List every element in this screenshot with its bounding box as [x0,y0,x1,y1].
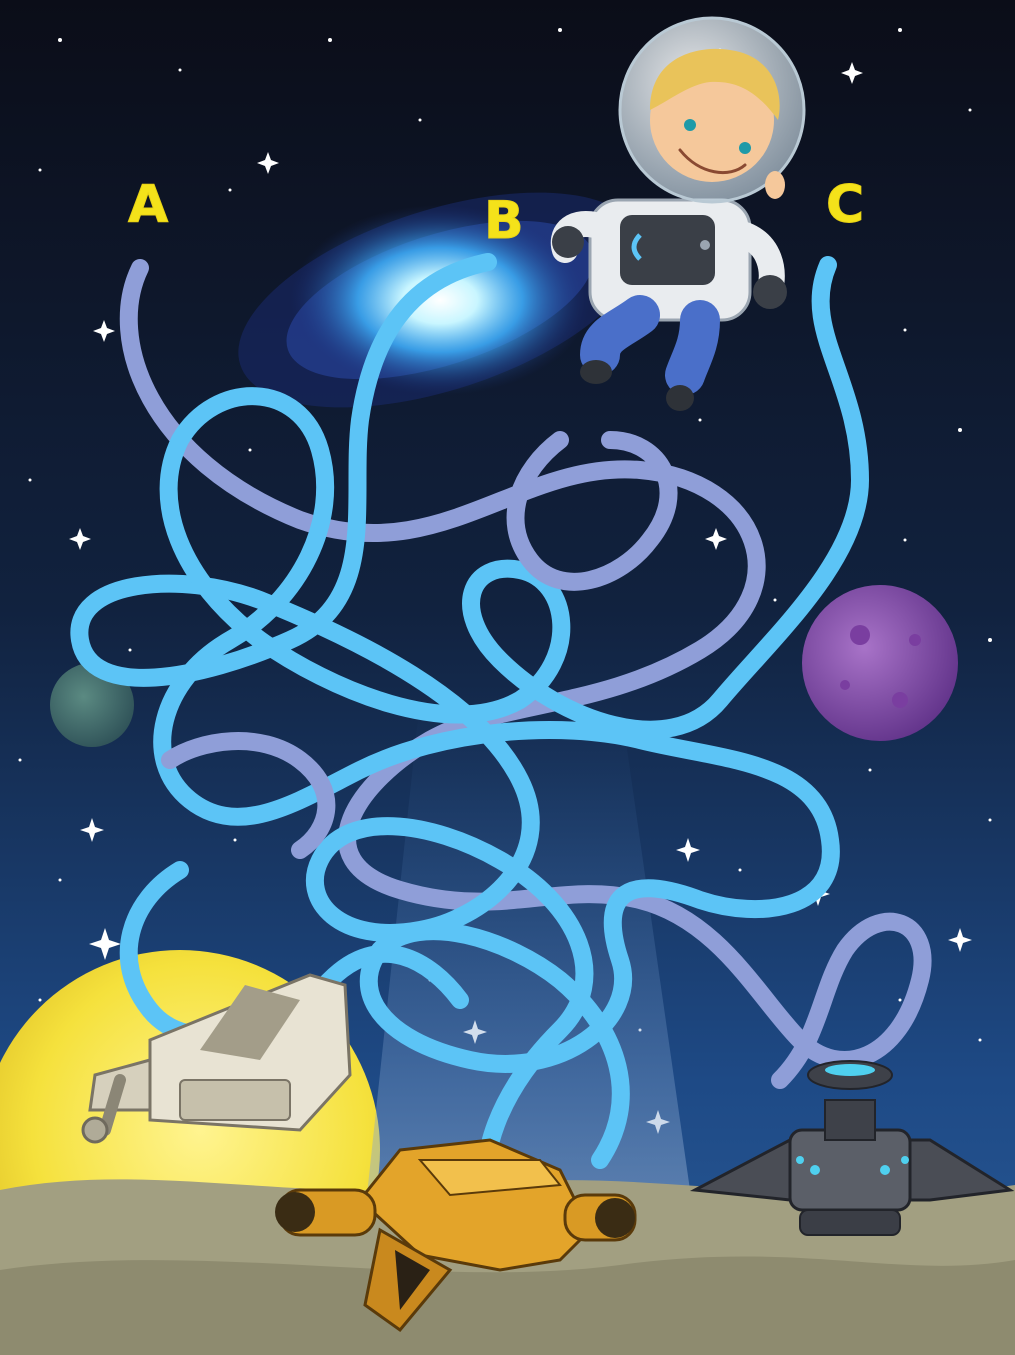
label-c: C [826,175,864,235]
label-b: B [484,191,524,251]
purple-planet [802,585,958,741]
label-a: A [128,175,168,235]
